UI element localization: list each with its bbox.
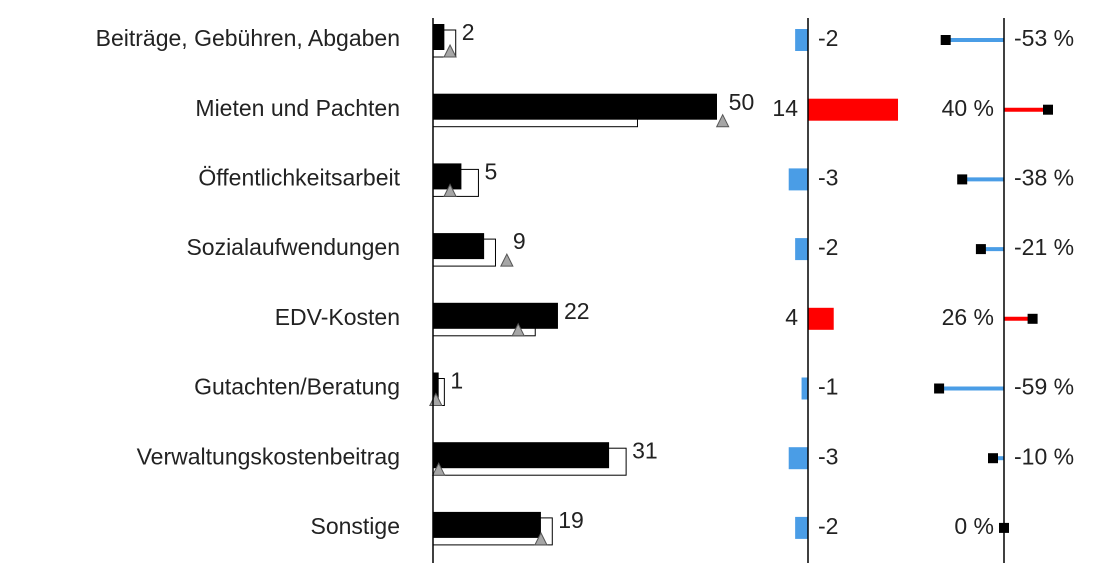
category-label: Gutachten/Beratung — [194, 374, 400, 400]
delta-bar — [808, 98, 899, 121]
plan-marker — [500, 252, 514, 267]
percent-label: 40 % — [942, 95, 994, 121]
plan-marker — [534, 531, 548, 546]
delta-bar — [795, 29, 808, 51]
percent-marker — [957, 174, 968, 185]
actual-bar — [433, 24, 445, 50]
percent-label: -10 % — [1014, 443, 1074, 469]
percent-marker — [934, 383, 945, 394]
delta-label: -2 — [818, 513, 838, 539]
plan-marker — [431, 462, 446, 476]
actual-bar — [433, 372, 439, 399]
percent-label: -53 % — [1014, 25, 1074, 51]
value-label: 22 — [564, 298, 590, 324]
delta-label: 14 — [772, 95, 798, 121]
actual-bar — [433, 511, 541, 538]
value-label: 50 — [729, 89, 755, 115]
actual-bar — [433, 302, 558, 329]
value-label: 5 — [484, 158, 497, 184]
category-label: Mieten und Pachten — [195, 95, 400, 121]
percent-label: -59 % — [1014, 374, 1074, 400]
delta-bar — [801, 377, 808, 400]
delta-bar — [795, 238, 808, 261]
percent-marker — [1027, 313, 1038, 324]
percent-label: 0 % — [954, 513, 994, 539]
delta-bar — [788, 168, 808, 191]
percent-marker — [1043, 104, 1053, 115]
delta-label: -2 — [818, 25, 838, 51]
delta-label: -1 — [818, 374, 838, 400]
percent-label: -21 % — [1014, 234, 1074, 260]
percent-marker — [975, 244, 986, 255]
percent-marker — [988, 453, 998, 464]
delta-bar — [788, 447, 808, 470]
plan-marker — [511, 322, 526, 337]
value-label: 19 — [558, 507, 584, 533]
actual-bar — [433, 233, 485, 260]
percent-label: -38 % — [1014, 164, 1074, 190]
actual-bar — [433, 93, 717, 120]
percent-marker — [940, 35, 951, 45]
category-label: Sozialaufwendungen — [186, 234, 400, 260]
value-label: 1 — [450, 368, 463, 394]
category-label: EDV-Kosten — [275, 304, 400, 330]
delta-label: -3 — [818, 443, 838, 469]
category-label: Sonstige — [310, 513, 400, 539]
value-label: 9 — [513, 228, 526, 254]
category-label: Öffentlichkeitsarbeit — [198, 164, 400, 190]
value-label: 2 — [462, 19, 475, 45]
delta-label: 4 — [785, 304, 798, 330]
category-label: Verwaltungskostenbeitrag — [137, 443, 400, 469]
actual-bar — [433, 163, 462, 190]
plan-marker — [715, 113, 730, 128]
delta-label: -2 — [818, 234, 838, 260]
plan-marker — [443, 183, 457, 197]
percent-label: 26 % — [942, 304, 994, 330]
delta-bar — [795, 516, 808, 539]
value-label: 31 — [632, 437, 658, 463]
category-label: Beiträge, Gebühren, Abgaben — [96, 25, 400, 51]
actual-bar — [433, 442, 610, 469]
delta-label: -3 — [818, 164, 838, 190]
delta-bar — [808, 307, 834, 330]
plan-marker — [443, 43, 457, 58]
